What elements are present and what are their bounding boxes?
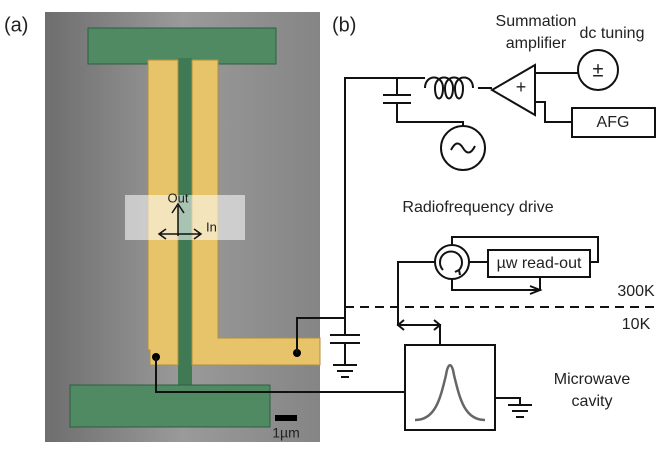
micrograph: Out In 1µm xyxy=(45,12,320,442)
arrow-label: In xyxy=(206,219,217,234)
cavity-label: cavity xyxy=(572,393,613,410)
arrow-label: Out xyxy=(168,190,189,205)
panel-label: (a) xyxy=(4,14,28,36)
afg-label: AFG xyxy=(597,114,630,131)
readout-label: µw read-out xyxy=(497,255,582,272)
amplifier-sign: + xyxy=(516,77,527,97)
amplifier-label: Summation xyxy=(496,13,577,30)
temperature-label: 10K xyxy=(622,316,651,333)
figure: Out In 1µm (a) (b) Summation amplifier +… xyxy=(0,0,670,449)
rf-source-label: Radiofrequency drive xyxy=(402,199,553,216)
scale-bar-label: 1µm xyxy=(272,425,300,441)
cavity-label: Microwave xyxy=(554,371,631,388)
dc-symbol: ± xyxy=(593,59,604,81)
amplifier-label: amplifier xyxy=(506,35,567,52)
dc-source-label: dc tuning xyxy=(580,25,645,42)
panel-label: (b) xyxy=(332,14,356,36)
temperature-label: 300K xyxy=(617,283,655,300)
